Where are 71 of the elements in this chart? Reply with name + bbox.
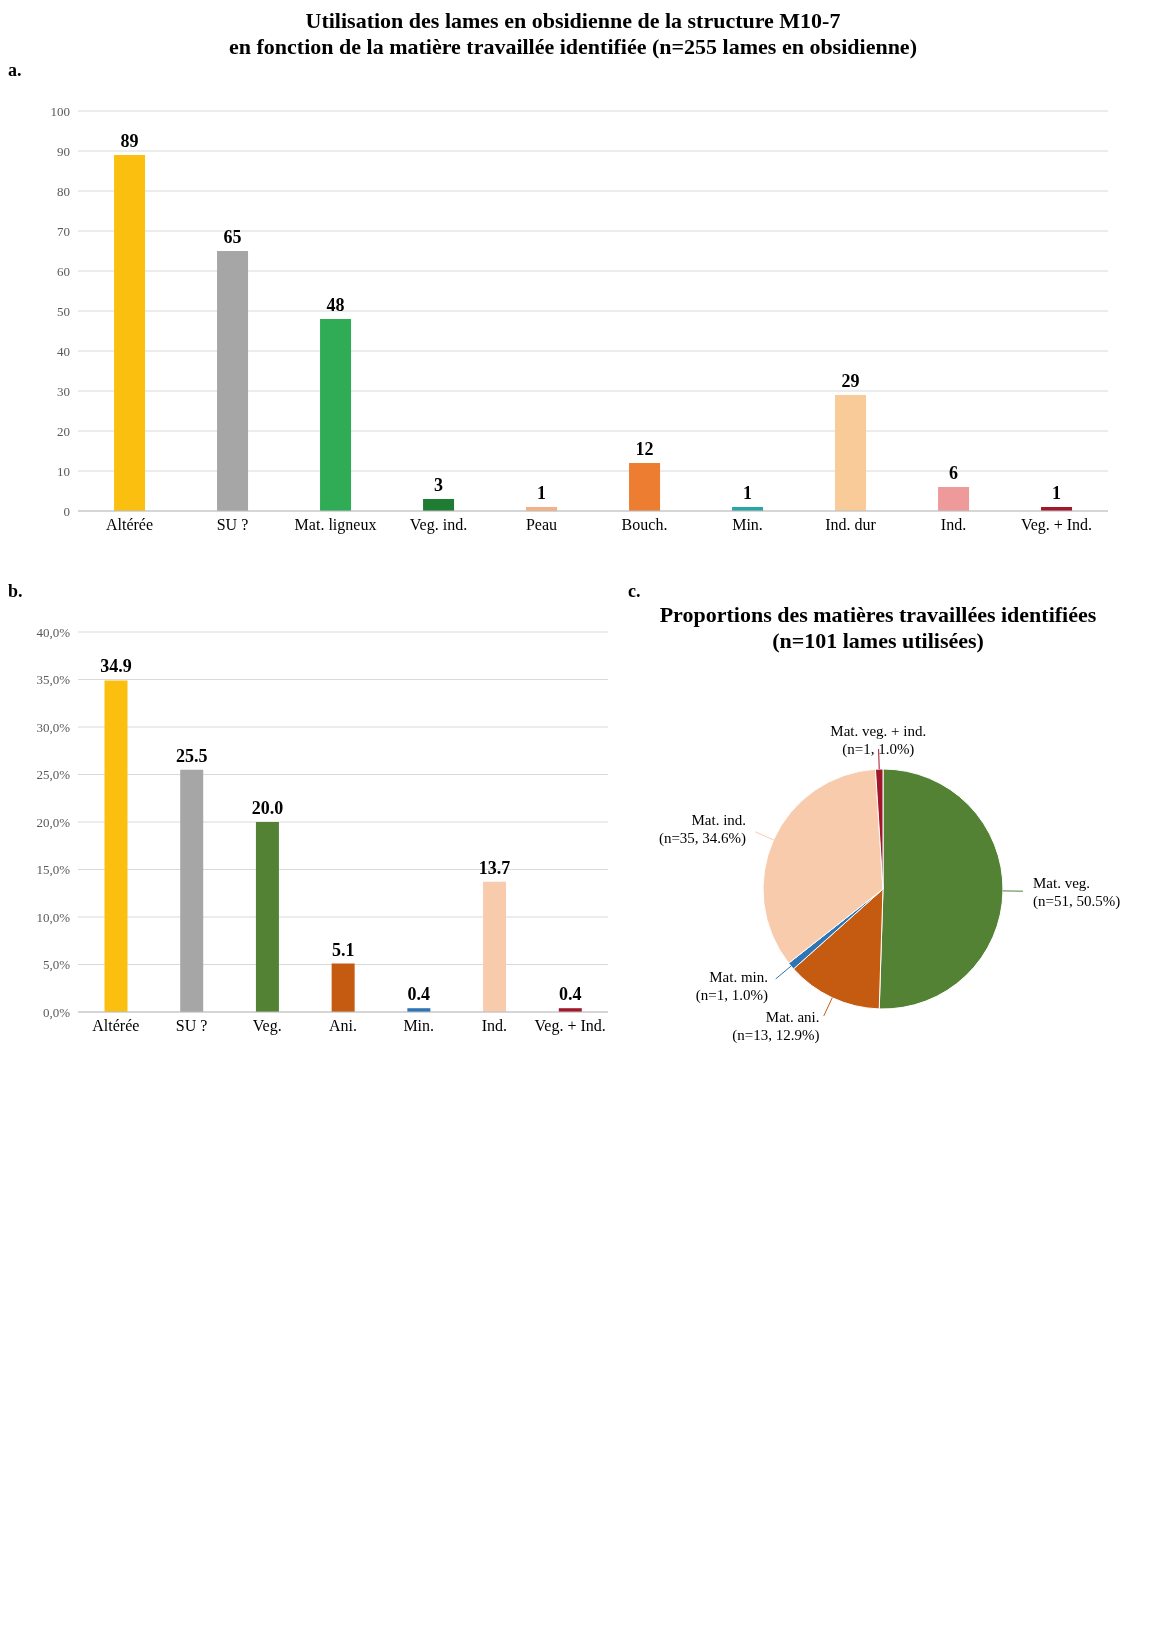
data-label: 13.7 (478, 857, 511, 878)
x-tick-label: Peau (525, 516, 558, 534)
x-tick-label: Bouch. (621, 516, 668, 534)
y-tick-label: 50 (57, 303, 70, 319)
data-label: 6 (949, 463, 959, 483)
y-tick-label: 60 (57, 263, 70, 279)
data-label: 0.4 (559, 984, 582, 1005)
y-tick-label: 20,0% (36, 814, 71, 830)
x-tick-label: Veg. ind. (409, 516, 468, 535)
y-tick-label: 100 (50, 103, 70, 119)
data-label: 25.5 (175, 745, 208, 766)
x-tick-label: Altérée (92, 1017, 140, 1035)
data-label: (n=51, 50.5%) (1032, 893, 1121, 911)
y-tick-label: 30,0% (36, 719, 71, 735)
x-tick-label: SU ? (175, 1017, 208, 1035)
chart-subtitle: (n=101 lames utilisées) (771, 628, 985, 654)
data-label: (n=1, 1.0%) (842, 741, 915, 759)
data-label: 20.0 (251, 798, 284, 818)
text: a. (8, 60, 23, 81)
data-label: 1 (743, 483, 753, 503)
slice-label: Mat. ani. (765, 1008, 820, 1025)
data-label: 5.1 (331, 939, 355, 960)
data-label: 29 (841, 371, 860, 391)
data-label: 1 (537, 483, 547, 503)
data-label: 65 (223, 227, 242, 247)
y-tick-label: 10 (57, 463, 70, 479)
x-tick-label: Ind. (940, 516, 967, 534)
y-tick-label: 20 (57, 423, 70, 439)
data-label: 0.4 (407, 984, 431, 1005)
data-label: 3 (434, 475, 444, 495)
x-tick-label: Min. (732, 516, 763, 534)
slice-label: Mat. veg. (1032, 875, 1091, 892)
data-label: (n=1, 1.0%) (695, 987, 769, 1005)
slice-label: Mat. min. (709, 969, 769, 986)
data-label: (n=13, 12.9%) (732, 1026, 820, 1044)
x-tick-label: Ani. (329, 1017, 357, 1035)
data-label: 34.9 (100, 656, 132, 677)
chart-title: Proportions des matières travaillées identifiées (658, 602, 1098, 628)
x-tick-label: Ind. dur (825, 516, 877, 534)
data-label: 89 (120, 131, 139, 151)
y-tick-label: 15,0% (36, 862, 71, 878)
x-tick-label: Ind. (481, 1017, 508, 1035)
y-tick-label: 70 (57, 223, 70, 239)
y-tick-label: 0 (63, 503, 70, 519)
y-tick-label: 10,0% (36, 909, 71, 925)
x-tick-label: Veg. + Ind. (534, 1017, 606, 1036)
text: c. (628, 581, 642, 602)
data-label: 12 (635, 439, 654, 459)
y-tick-label: 30 (57, 383, 70, 399)
y-tick-label: 0,0% (42, 1004, 71, 1020)
slice-label: Mat. ind. (691, 811, 747, 828)
data-label: (n=35, 34.6%) (658, 829, 747, 847)
y-tick-label: 40 (57, 343, 70, 359)
chart-subtitle: en fonction de la matière travaillée identifiée (n=255 lames en obsidienne) (228, 34, 918, 60)
y-tick-label: 25,0% (36, 767, 71, 783)
y-tick-label: 40,0% (36, 624, 71, 640)
y-tick-label: 5,0% (42, 957, 71, 973)
x-tick-label: Mat. ligneux (294, 516, 377, 535)
y-tick-label: 80 (57, 183, 70, 199)
data-label: 48 (326, 295, 345, 315)
x-tick-label: Altérée (105, 516, 154, 534)
x-tick-label: Veg. (252, 1017, 282, 1036)
x-tick-label: SU ? (216, 516, 249, 534)
y-tick-label: 90 (57, 143, 70, 159)
x-tick-label: Min. (403, 1017, 435, 1035)
slice-label: Mat. veg. + ind. (830, 723, 927, 740)
x-tick-label: Veg. + Ind. (1020, 516, 1093, 535)
data-label: 1 (1052, 483, 1062, 503)
y-tick-label: 35,0% (36, 672, 71, 688)
chart-title: Utilisation des lames en obsidienne de la structure M10-7 (304, 8, 842, 34)
text: b. (8, 581, 24, 602)
